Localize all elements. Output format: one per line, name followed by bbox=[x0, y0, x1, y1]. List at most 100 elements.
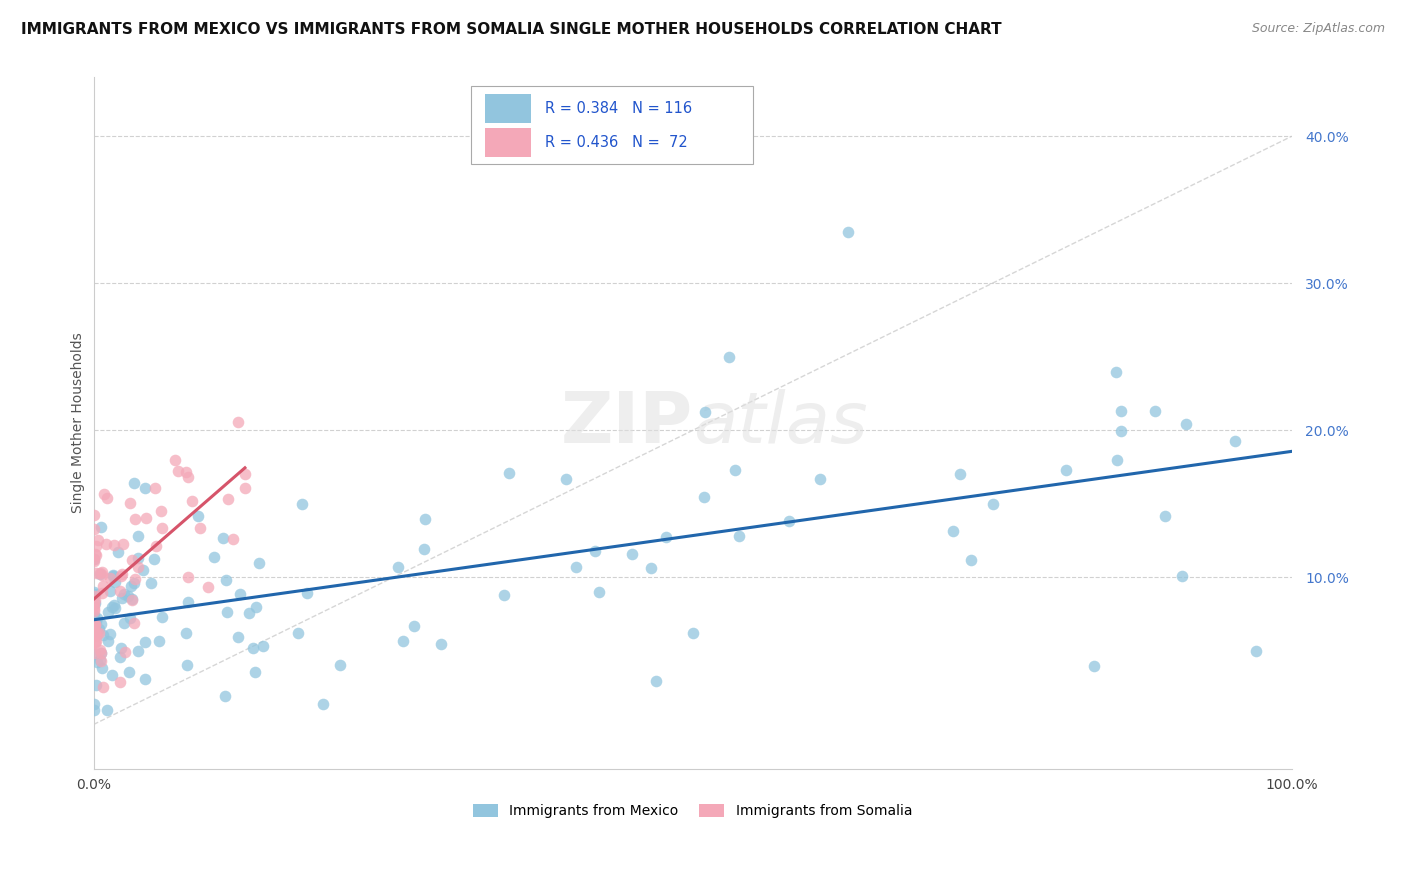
Point bbox=[84, 627, 107, 641]
Point bbox=[145, 539, 167, 553]
Point bbox=[132, 563, 155, 577]
Point bbox=[90, 646, 112, 660]
Point bbox=[96, 537, 118, 551]
Point bbox=[588, 585, 610, 599]
Point bbox=[83, 585, 105, 599]
Point bbox=[96, 605, 118, 619]
Point bbox=[942, 524, 965, 538]
Point bbox=[90, 520, 112, 534]
Point bbox=[83, 589, 105, 603]
Y-axis label: Single Mother Households: Single Mother Households bbox=[72, 333, 86, 514]
Point bbox=[83, 552, 105, 566]
Point bbox=[181, 494, 204, 508]
Point bbox=[91, 661, 114, 675]
Point bbox=[84, 615, 107, 629]
Point bbox=[498, 466, 520, 480]
Point bbox=[640, 561, 662, 575]
Point bbox=[83, 616, 105, 631]
Point bbox=[91, 628, 114, 642]
Point bbox=[1109, 424, 1132, 438]
Point bbox=[238, 606, 260, 620]
Point bbox=[217, 492, 239, 507]
Text: ZIP: ZIP bbox=[561, 389, 693, 458]
Point bbox=[87, 533, 110, 548]
Point bbox=[981, 497, 1004, 511]
Point bbox=[1170, 569, 1192, 583]
Text: IMMIGRANTS FROM MEXICO VS IMMIGRANTS FROM SOMALIA SINGLE MOTHER HOUSEHOLDS CORRE: IMMIGRANTS FROM MEXICO VS IMMIGRANTS FRO… bbox=[21, 22, 1001, 37]
Legend: Immigrants from Mexico, Immigrants from Somalia: Immigrants from Mexico, Immigrants from … bbox=[468, 798, 918, 824]
Point bbox=[98, 627, 121, 641]
Point bbox=[120, 496, 142, 510]
Point bbox=[1109, 404, 1132, 418]
Point bbox=[808, 471, 831, 485]
Point bbox=[229, 587, 252, 601]
Point bbox=[84, 596, 107, 610]
Point bbox=[84, 539, 107, 553]
Point bbox=[148, 634, 170, 648]
Point bbox=[135, 511, 157, 525]
Point bbox=[83, 703, 105, 717]
Point bbox=[111, 537, 134, 551]
Point bbox=[83, 611, 105, 625]
Point bbox=[1223, 434, 1246, 448]
Point bbox=[134, 634, 156, 648]
Point bbox=[103, 598, 125, 612]
Point bbox=[83, 522, 105, 536]
Point bbox=[83, 599, 105, 613]
Point bbox=[121, 593, 143, 607]
Point bbox=[245, 600, 267, 615]
Point bbox=[101, 569, 124, 583]
Point bbox=[97, 634, 120, 648]
Point bbox=[93, 486, 115, 500]
Point bbox=[83, 634, 105, 648]
Point bbox=[695, 405, 717, 419]
Point bbox=[127, 560, 149, 574]
Point bbox=[174, 465, 197, 479]
Point bbox=[1105, 453, 1128, 467]
Point bbox=[83, 647, 105, 661]
Point bbox=[83, 547, 105, 561]
Point bbox=[83, 601, 105, 615]
Point bbox=[89, 646, 111, 660]
Point bbox=[98, 571, 121, 585]
Point bbox=[110, 568, 132, 582]
Point bbox=[150, 504, 173, 518]
Point bbox=[150, 521, 173, 535]
Point bbox=[837, 225, 859, 239]
FancyBboxPatch shape bbox=[471, 87, 752, 164]
Point bbox=[108, 674, 131, 689]
Point bbox=[101, 600, 124, 615]
Point bbox=[134, 672, 156, 686]
Point bbox=[112, 616, 135, 631]
Point bbox=[83, 619, 105, 633]
Point bbox=[104, 600, 127, 615]
Point bbox=[202, 550, 225, 565]
Point bbox=[83, 697, 105, 711]
Point bbox=[84, 677, 107, 691]
Point bbox=[226, 630, 249, 644]
Point bbox=[89, 566, 111, 580]
Point bbox=[430, 637, 453, 651]
Text: atlas: atlas bbox=[693, 389, 868, 458]
Point bbox=[959, 552, 981, 566]
Point bbox=[89, 566, 111, 581]
Point bbox=[949, 467, 972, 482]
Point bbox=[110, 640, 132, 655]
Point bbox=[122, 616, 145, 631]
Point bbox=[1144, 404, 1167, 418]
Point bbox=[143, 551, 166, 566]
Point bbox=[233, 467, 256, 481]
Point bbox=[287, 625, 309, 640]
Point bbox=[176, 658, 198, 673]
Point bbox=[107, 545, 129, 559]
Point bbox=[90, 616, 112, 631]
Point bbox=[177, 595, 200, 609]
Point bbox=[91, 567, 114, 582]
Point bbox=[413, 512, 436, 526]
Point bbox=[215, 573, 238, 587]
Point bbox=[392, 634, 415, 648]
Point bbox=[84, 625, 107, 640]
Point bbox=[163, 453, 186, 467]
Point bbox=[176, 626, 198, 640]
Point bbox=[214, 689, 236, 703]
